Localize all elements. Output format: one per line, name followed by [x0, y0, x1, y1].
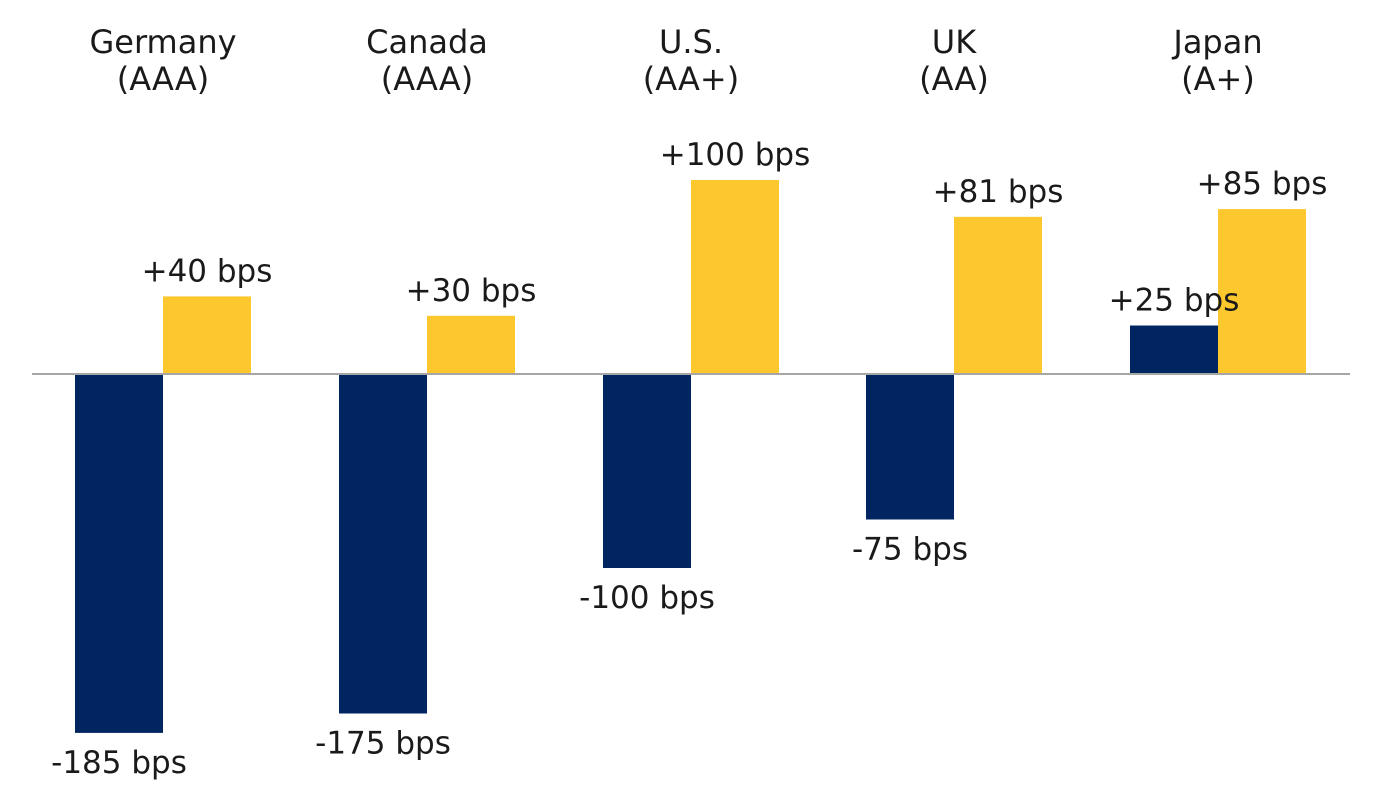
value-label-canada-series2: +30 bps — [406, 273, 537, 309]
value-label-japan-series1: +25 bps — [1109, 283, 1240, 319]
bar-canada-series1 — [339, 374, 427, 714]
bars-layer — [75, 180, 1306, 733]
category-rating-canada: (AAA) — [381, 60, 473, 98]
category-rating-japan: (A+) — [1181, 60, 1255, 98]
bar-germany-series2 — [163, 296, 251, 374]
value-label-us-series2: +100 bps — [660, 137, 811, 173]
value-label-uk-series2: +81 bps — [933, 174, 1064, 210]
value-label-us-series1: -100 bps — [579, 580, 715, 616]
bar-uk-series2 — [954, 216, 1042, 374]
value-label-canada-series1: -175 bps — [315, 726, 451, 762]
category-rating-germany: (AAA) — [117, 60, 209, 98]
category-name-canada: Canada — [366, 23, 488, 61]
category-name-uk: UK — [932, 23, 977, 61]
bar-japan-series2 — [1218, 209, 1306, 374]
value-label-germany-series1: -185 bps — [51, 745, 187, 781]
value-label-germany-series2: +40 bps — [142, 253, 273, 289]
category-labels-layer: Germany(AAA)Canada(AAA)U.S.(AA+)UK(AA)Ja… — [89, 23, 1262, 98]
bar-germany-series1 — [75, 374, 163, 733]
value-label-japan-series2: +85 bps — [1197, 166, 1328, 202]
category-rating-us: (AA+) — [643, 60, 739, 98]
bar-canada-series2 — [427, 315, 515, 374]
bar-us-series2 — [691, 180, 779, 374]
category-name-us: U.S. — [659, 23, 723, 61]
bar-us-series1 — [603, 374, 691, 568]
value-label-uk-series1: -75 bps — [852, 532, 968, 568]
category-name-germany: Germany — [89, 23, 236, 61]
category-rating-uk: (AA) — [919, 60, 989, 98]
bar-japan-series1 — [1130, 325, 1218, 374]
value-labels-layer: -185 bps +40 bps -175 bps +30 bps -100 bps +1… — [51, 137, 1327, 781]
category-name-japan: Japan — [1171, 23, 1262, 61]
bar-uk-series1 — [866, 374, 954, 520]
